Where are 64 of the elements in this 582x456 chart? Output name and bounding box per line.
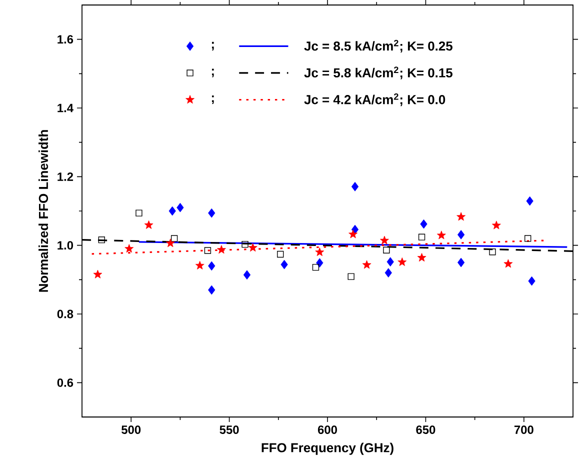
point [456, 212, 466, 221]
point [195, 260, 204, 270]
y-axis-title: Normalized FFO Linewidth [38, 130, 48, 292]
point [144, 220, 154, 229]
point [417, 253, 426, 262]
point [420, 219, 428, 229]
point [386, 257, 394, 266]
point [528, 276, 536, 286]
point [489, 248, 496, 256]
x-tick-label: 700 [514, 426, 534, 434]
y-tick-label: 1.2 [58, 172, 74, 181]
point [418, 234, 426, 240]
y-tick-label: 1.0 [58, 241, 74, 250]
point [248, 243, 258, 252]
point [216, 245, 226, 254]
y-tick-label: 0.6 [57, 378, 74, 387]
point [351, 182, 359, 192]
legend-label: ; [212, 95, 214, 104]
point [166, 238, 175, 248]
point [208, 208, 216, 218]
point [280, 260, 288, 270]
point [348, 273, 354, 280]
point [436, 230, 446, 240]
x-tick-label: 650 [416, 426, 436, 434]
point [315, 248, 324, 256]
point [504, 259, 513, 268]
point [457, 258, 465, 268]
point [362, 260, 372, 269]
x-axis-title: FFO Frequency (GHz) [262, 442, 394, 455]
x-tick-label: 600 [318, 426, 337, 434]
point [384, 268, 392, 278]
legend-label: ; [212, 42, 214, 50]
point [136, 210, 142, 216]
point [204, 247, 212, 254]
legend-label: Jc = 5.8 kA/cm$^{2}$; K= 0.15 [304, 66, 452, 80]
point [93, 270, 102, 278]
point [168, 206, 176, 216]
point [170, 235, 178, 242]
legend-label: Jc = 4.2 kA/cm$^{2}$; K= 0.0 [304, 93, 446, 106]
point [312, 264, 320, 271]
point [457, 230, 465, 240]
point [524, 235, 532, 242]
point [208, 261, 216, 271]
point [98, 236, 105, 244]
point [208, 285, 216, 295]
point [526, 196, 534, 206]
point [277, 250, 284, 258]
legend-label: Jc = 8.5 kA/cm$^{2}$; K= 0.25 [304, 40, 452, 53]
point [316, 258, 324, 268]
point [398, 257, 407, 266]
y-tick-label: 1.6 [58, 35, 74, 44]
point [380, 236, 389, 244]
y-tick-label: 0.8 [57, 310, 74, 318]
legend-label: ; [212, 68, 214, 78]
x-tick-label: 500 [122, 426, 141, 434]
point [243, 270, 251, 280]
point [242, 240, 248, 248]
point [176, 202, 184, 212]
point [492, 220, 501, 230]
y-tick-label: 1.4 [58, 104, 74, 112]
point [124, 244, 134, 253]
x-tick-label: 550 [220, 426, 239, 434]
point [348, 230, 358, 238]
point [383, 246, 390, 254]
